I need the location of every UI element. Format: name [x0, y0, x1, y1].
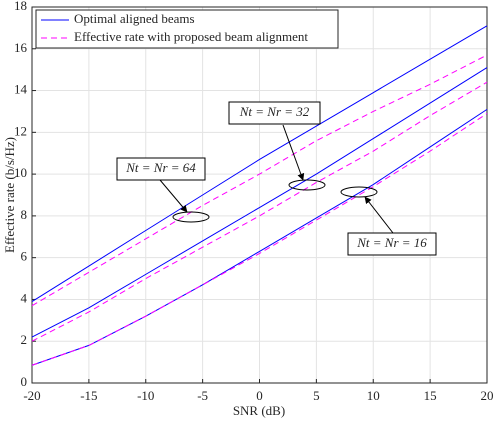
- annotation: Nt = Nr = 16: [356, 235, 427, 250]
- annotation-ellipse: [172, 211, 210, 223]
- line: [31, 81, 488, 342]
- line: [31, 67, 488, 338]
- y-tick-label: 8: [21, 207, 28, 222]
- legend-label: Effective rate with proposed beam alignm…: [74, 29, 308, 44]
- y-tick-label: 14: [14, 82, 28, 97]
- y-axis-label: Effective rate (b/s/Hz): [2, 137, 17, 253]
- y-tick-label: 4: [21, 290, 28, 305]
- y-tick-label: 6: [21, 249, 28, 264]
- annotation: Nt = Nr = 64: [125, 160, 196, 175]
- x-axis-label: SNR (dB): [233, 403, 285, 418]
- annotation-arrow: [282, 124, 305, 181]
- annotation-arrow: [364, 196, 394, 234]
- annotation-ellipse: [288, 179, 326, 191]
- x-tick-label: 20: [481, 388, 494, 403]
- legend-box: [35, 9, 339, 49]
- line: [31, 54, 488, 307]
- x-tick-label: -20: [23, 388, 40, 403]
- y-tick-label: 0: [21, 374, 28, 389]
- y-tick-label: 2: [21, 332, 28, 347]
- x-tick-label: -10: [137, 388, 154, 403]
- x-tick-label: -5: [197, 388, 208, 403]
- legend-label: Optimal aligned beams: [74, 11, 195, 26]
- annotation: Nt = Nr = 32: [239, 104, 310, 119]
- x-tick-label: 5: [313, 388, 320, 403]
- x-tick-label: 10: [367, 388, 380, 403]
- line: [31, 25, 488, 302]
- annotation-ellipse: [340, 186, 378, 198]
- x-tick-label: 15: [424, 388, 437, 403]
- x-tick-label: 0: [256, 388, 263, 403]
- annotation-box: [347, 232, 437, 256]
- annotation-box: [228, 101, 321, 125]
- plot-frame: [31, 6, 488, 384]
- y-tick-label: 10: [14, 165, 27, 180]
- line: [31, 113, 488, 366]
- y-tick-label: 18: [14, 0, 27, 13]
- y-tick-label: 12: [14, 123, 27, 138]
- annotation-box: [116, 157, 206, 181]
- x-tick-label: -15: [80, 388, 97, 403]
- annotation-arrow: [159, 179, 188, 213]
- y-tick-label: 16: [14, 40, 28, 55]
